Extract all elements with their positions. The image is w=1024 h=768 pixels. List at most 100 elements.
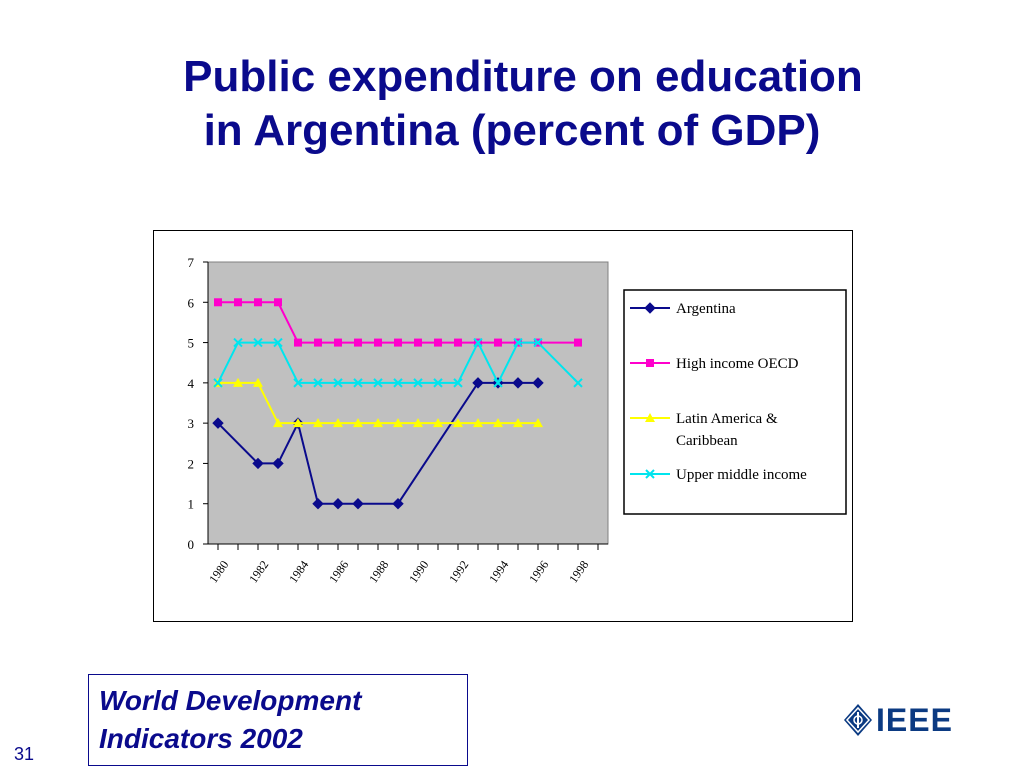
x-tick-label: 1998 [566,558,591,586]
data-point-latin-america-caribbean [233,377,243,387]
data-point-latin-america-caribbean [393,418,403,428]
line-chart: 0 1 2 3 4 5 6 7 1980 1982 1984 1986 1988 1990 1992 1994… [188,255,847,586]
data-point-upper-middle-income [413,378,423,388]
data-point-upper-middle-income [433,378,443,388]
y-tick-label: 0 [188,537,195,552]
data-point-argentina [512,377,524,389]
x-tick-label: 1992 [446,558,471,586]
legend-marker-argentina [644,302,656,314]
data-point-latin-america-caribbean [453,418,463,428]
data-point-argentina [352,498,364,510]
data-point-upper-middle-income [293,378,303,388]
y-tick-label: 6 [188,295,195,310]
data-point-upper-middle-income [453,378,463,388]
data-point-argentina [532,377,544,389]
data-point-argentina [472,377,484,389]
data-point-upper-middle-income [373,378,383,388]
legend-label-latin-america-caribbean: Latin America & [676,411,778,427]
data-point-upper-middle-income [493,378,503,388]
data-point-upper-middle-income [473,337,483,348]
x-tick-label: 1984 [286,558,311,586]
data-point-latin-america-caribbean [413,418,423,428]
legend-marker-high-income-oecd [646,359,654,367]
data-point-latin-america-caribbean [493,418,503,428]
x-tick-label: 1982 [246,558,271,586]
data-point-upper-middle-income [533,337,543,348]
data-point-argentina [392,498,404,510]
y-tick-label: 2 [188,456,195,471]
y-tick-label: 3 [188,416,195,431]
data-point-latin-america-caribbean [253,377,263,387]
data-point-upper-middle-income [233,337,243,348]
ieee-diamond-icon [844,704,872,736]
data-point-high-income-oecd [414,338,422,347]
data-point-high-income-oecd [494,338,502,347]
data-point-upper-middle-income [333,378,343,388]
data-point-latin-america-caribbean [313,418,323,428]
x-tick-label: 1988 [366,558,391,586]
data-point-latin-america-caribbean [433,418,443,428]
x-tick-label: 1986 [326,558,351,586]
data-point-high-income-oecd [234,298,242,307]
legend [623,289,847,515]
slide-number: 31 [14,744,35,764]
data-point-upper-middle-income [253,337,263,348]
legend-label-argentina: Argentina [676,301,736,317]
x-tick-label: 1980 [206,558,231,586]
data-point-latin-america-caribbean [353,418,363,428]
y-tick-label: 5 [188,336,195,351]
legend-label-upper-middle-income: Upper middle income [676,467,807,483]
series-line-upper-middle-income [217,340,579,386]
data-point-upper-middle-income [213,378,223,388]
source-box: World Development Indicators 2002 [88,674,468,766]
data-point-upper-middle-income [313,378,323,388]
ieee-logo: IEEE [842,700,962,744]
plot-area [207,261,609,545]
slide-title-line-1: Public expenditure on education [183,52,863,101]
data-point-high-income-oecd [314,338,322,347]
ieee-logo-text: IEEE [876,702,953,738]
data-point-high-income-oecd [254,298,262,307]
slide-title: Public expenditure on education in Argen… [0,50,1024,158]
data-point-latin-america-caribbean [273,418,283,428]
legend-label-high-income-oecd: High income OECD [676,356,799,372]
legend-marker-upper-middle-income [645,469,655,479]
x-tick-label: 1990 [406,558,431,586]
data-point-latin-america-caribbean [373,418,383,428]
slide-title-line-2: in Argentina (percent of GDP) [203,106,821,155]
data-point-high-income-oecd [454,338,462,347]
data-point-latin-america-caribbean [473,418,483,428]
data-point-latin-america-caribbean [293,418,303,428]
data-point-argentina [312,498,324,510]
data-point-high-income-oecd [394,338,402,347]
data-point-upper-middle-income [353,378,363,388]
data-point-upper-middle-income [573,378,583,388]
data-point-high-income-oecd [214,298,222,307]
x-tick-label: 1996 [526,558,551,586]
data-point-upper-middle-income [393,378,403,388]
source-line-2: Indicators 2002 [99,723,303,754]
data-point-argentina [252,457,264,470]
data-point-argentina [332,498,344,510]
data-point-upper-middle-income [513,337,523,348]
data-point-argentina [212,417,224,429]
data-point-high-income-oecd [574,338,582,347]
x-tick-label: 1994 [486,558,511,586]
data-point-latin-america-caribbean [513,418,523,428]
y-tick-label: 4 [188,376,195,391]
data-point-high-income-oecd [374,338,382,347]
data-point-high-income-oecd [274,298,282,307]
source-line-1: World Development [99,685,362,716]
legend-marker-latin-america-caribbean [645,413,655,422]
data-point-high-income-oecd [334,338,342,347]
y-tick-label: 1 [188,497,195,512]
legend-label-latin-america-caribbean: Caribbean [676,433,738,449]
data-point-latin-america-caribbean [333,418,343,428]
data-point-high-income-oecd [294,338,302,347]
data-point-latin-america-caribbean [533,418,543,428]
data-point-high-income-oecd [354,338,362,347]
data-point-high-income-oecd [434,338,442,347]
chart-frame: 0 1 2 3 4 5 6 7 1980 1982 1984 1986 1988 1990 1992 1994… [153,230,853,622]
data-point-upper-middle-income [273,337,283,348]
data-point-argentina [272,457,284,470]
